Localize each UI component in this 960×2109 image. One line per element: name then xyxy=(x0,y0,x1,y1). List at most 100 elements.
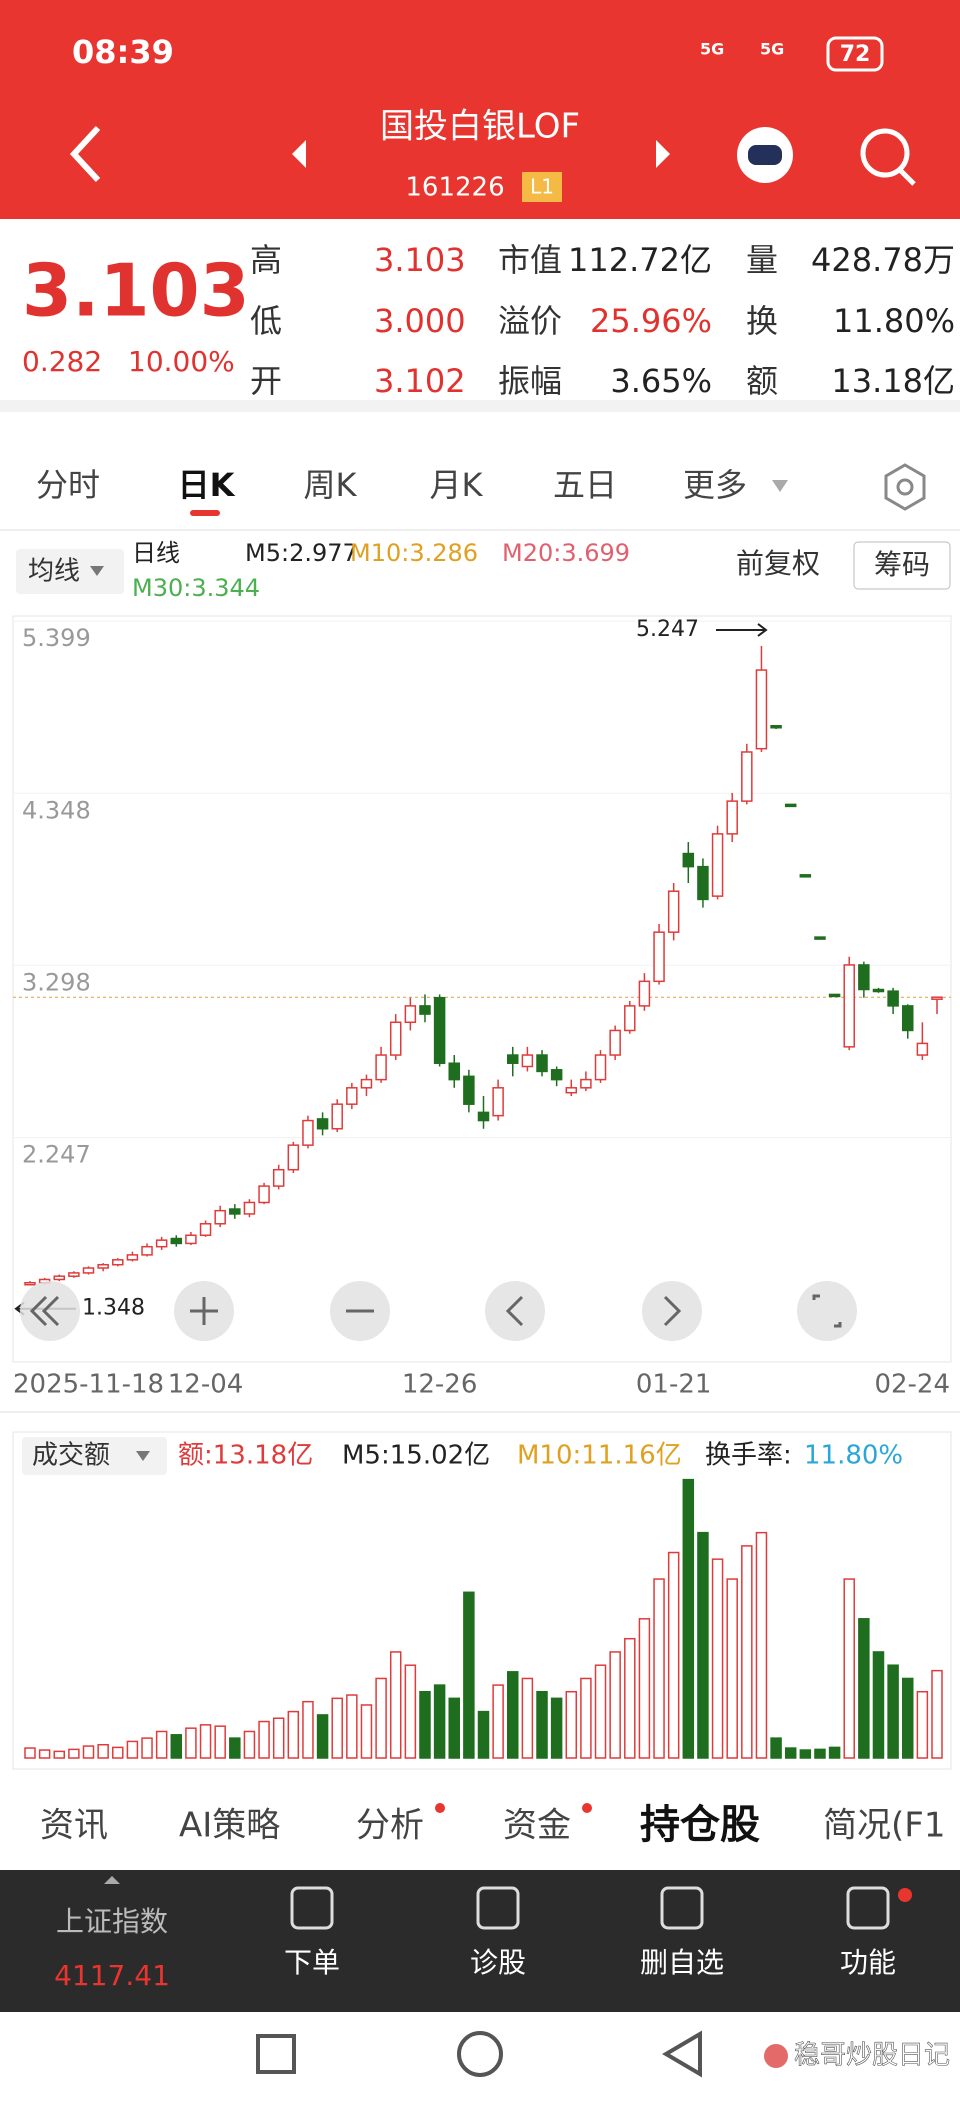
volume-bar xyxy=(726,1578,738,1759)
bottom-tab[interactable]: 简况(F1 xyxy=(823,1806,945,1846)
tab[interactable]: 周K xyxy=(304,466,358,504)
chart-tabs: 分时 日K 周K 月K 五日 更多 xyxy=(36,466,788,504)
candle-body xyxy=(726,800,738,835)
bottom-tabs-bg xyxy=(0,1770,960,1870)
candle-body xyxy=(375,1054,387,1081)
chip-button[interactable] xyxy=(853,541,951,590)
search-icon[interactable] xyxy=(860,128,910,178)
tab[interactable]: 月K xyxy=(430,466,484,504)
back-button[interactable] xyxy=(69,125,101,183)
candle-body xyxy=(477,1111,490,1122)
bottom-tab[interactable]: 资金 xyxy=(503,1806,571,1846)
volume-bar xyxy=(770,1737,782,1759)
volume-bar xyxy=(53,1750,66,1759)
candle-body xyxy=(653,931,665,983)
chart-controls xyxy=(20,1281,857,1341)
nav-item[interactable]: 删自选 xyxy=(640,1946,724,1979)
x-tick-label: 02-24 xyxy=(874,1370,950,1400)
candle-body xyxy=(916,1042,929,1056)
bottom-tab[interactable]: 资讯 xyxy=(40,1806,108,1846)
volume-legend: M10:11.16亿 xyxy=(517,1441,682,1471)
volume-bar xyxy=(82,1745,95,1759)
volume-bar xyxy=(185,1727,197,1759)
low-label: 1.348 xyxy=(82,1296,145,1321)
volume-button[interactable] xyxy=(22,1437,167,1475)
volume-bar xyxy=(609,1651,621,1759)
nav-icon xyxy=(290,1886,334,1930)
zoom-out-all[interactable] xyxy=(20,1281,80,1341)
candle-body xyxy=(448,1062,460,1081)
volume-bar xyxy=(199,1724,212,1759)
scroll-left[interactable] xyxy=(485,1281,545,1341)
candle-body xyxy=(346,1087,358,1105)
settings-icon[interactable] xyxy=(884,463,926,511)
candle-body xyxy=(770,725,782,729)
volume-bar xyxy=(741,1545,753,1759)
badge-dot xyxy=(898,1888,912,1902)
volume-bar xyxy=(316,1714,329,1759)
volume-bar xyxy=(112,1746,124,1759)
volume-bar xyxy=(755,1531,768,1759)
candle-body xyxy=(258,1185,270,1204)
volume-legend: 11.80% xyxy=(804,1441,903,1471)
tab[interactable]: 分时 xyxy=(36,466,100,504)
dropdown-arrow xyxy=(90,566,104,576)
tab[interactable]: 更多 xyxy=(683,466,747,504)
quote-label: 振幅 xyxy=(498,362,562,400)
candle-body xyxy=(214,1209,226,1225)
scroll-right[interactable] xyxy=(642,1281,702,1341)
x-tick-label: 12-04 xyxy=(168,1370,244,1400)
candle-body xyxy=(667,890,680,933)
recents-button[interactable] xyxy=(256,2034,296,2074)
volume-bar xyxy=(858,1618,870,1759)
bottom-tab[interactable]: AI策略 xyxy=(179,1806,280,1846)
nav-item[interactable]: 下单 xyxy=(284,1946,340,1979)
tab[interactable]: 日K xyxy=(178,466,236,504)
change: 0.282 xyxy=(22,345,102,378)
price-plot xyxy=(12,615,952,1363)
nav-items: 下单 诊股 删自选 功能 xyxy=(284,1886,896,1979)
tab[interactable]: 五日 xyxy=(553,466,617,504)
nav-item[interactable]: 功能 xyxy=(840,1946,896,1979)
bottom-tab[interactable]: 持仓股 xyxy=(640,1802,760,1848)
volume-bar xyxy=(711,1558,724,1759)
adjust[interactable]: 前复权 xyxy=(736,547,820,580)
candle-body xyxy=(887,990,899,1007)
index-name[interactable]: 上证指数 xyxy=(56,1905,168,1938)
nav-icon xyxy=(476,1886,520,1930)
y-tick-label: 2.247 xyxy=(22,1140,91,1168)
candle-body xyxy=(243,1201,256,1215)
candle-body xyxy=(24,1281,36,1286)
prev-button[interactable] xyxy=(292,140,306,168)
icon xyxy=(663,1295,682,1327)
quote-value: 3.103 xyxy=(374,241,466,279)
volume-bar xyxy=(828,1746,841,1759)
volume-bar xyxy=(126,1740,139,1759)
back-nav-button[interactable] xyxy=(662,2030,702,2078)
candle-body xyxy=(507,1054,519,1064)
weibo-icon xyxy=(764,2044,788,2068)
volume-bar xyxy=(360,1704,373,1759)
candle-body xyxy=(155,1239,168,1248)
volume-bar xyxy=(507,1671,519,1759)
candle-body xyxy=(565,1087,578,1094)
battery xyxy=(826,36,884,72)
candle-body xyxy=(97,1263,109,1269)
bottom-tab[interactable]: 分析 xyxy=(356,1806,424,1846)
fullscreen[interactable] xyxy=(797,1281,857,1341)
volume-bar xyxy=(24,1747,36,1759)
ma-button[interactable] xyxy=(16,549,124,594)
nav-icon xyxy=(846,1886,890,1930)
volume-bar xyxy=(404,1664,417,1759)
next-button[interactable] xyxy=(656,140,670,168)
home-button[interactable] xyxy=(457,2031,503,2077)
nav-item[interactable]: 诊股 xyxy=(470,1946,526,1979)
volume-bar xyxy=(477,1710,490,1759)
volume-bar xyxy=(843,1578,855,1759)
volume-bar xyxy=(536,1690,548,1759)
volume-legend: 额:13.18亿 xyxy=(178,1441,313,1471)
candle-body xyxy=(784,803,797,808)
candle-body xyxy=(112,1259,124,1266)
